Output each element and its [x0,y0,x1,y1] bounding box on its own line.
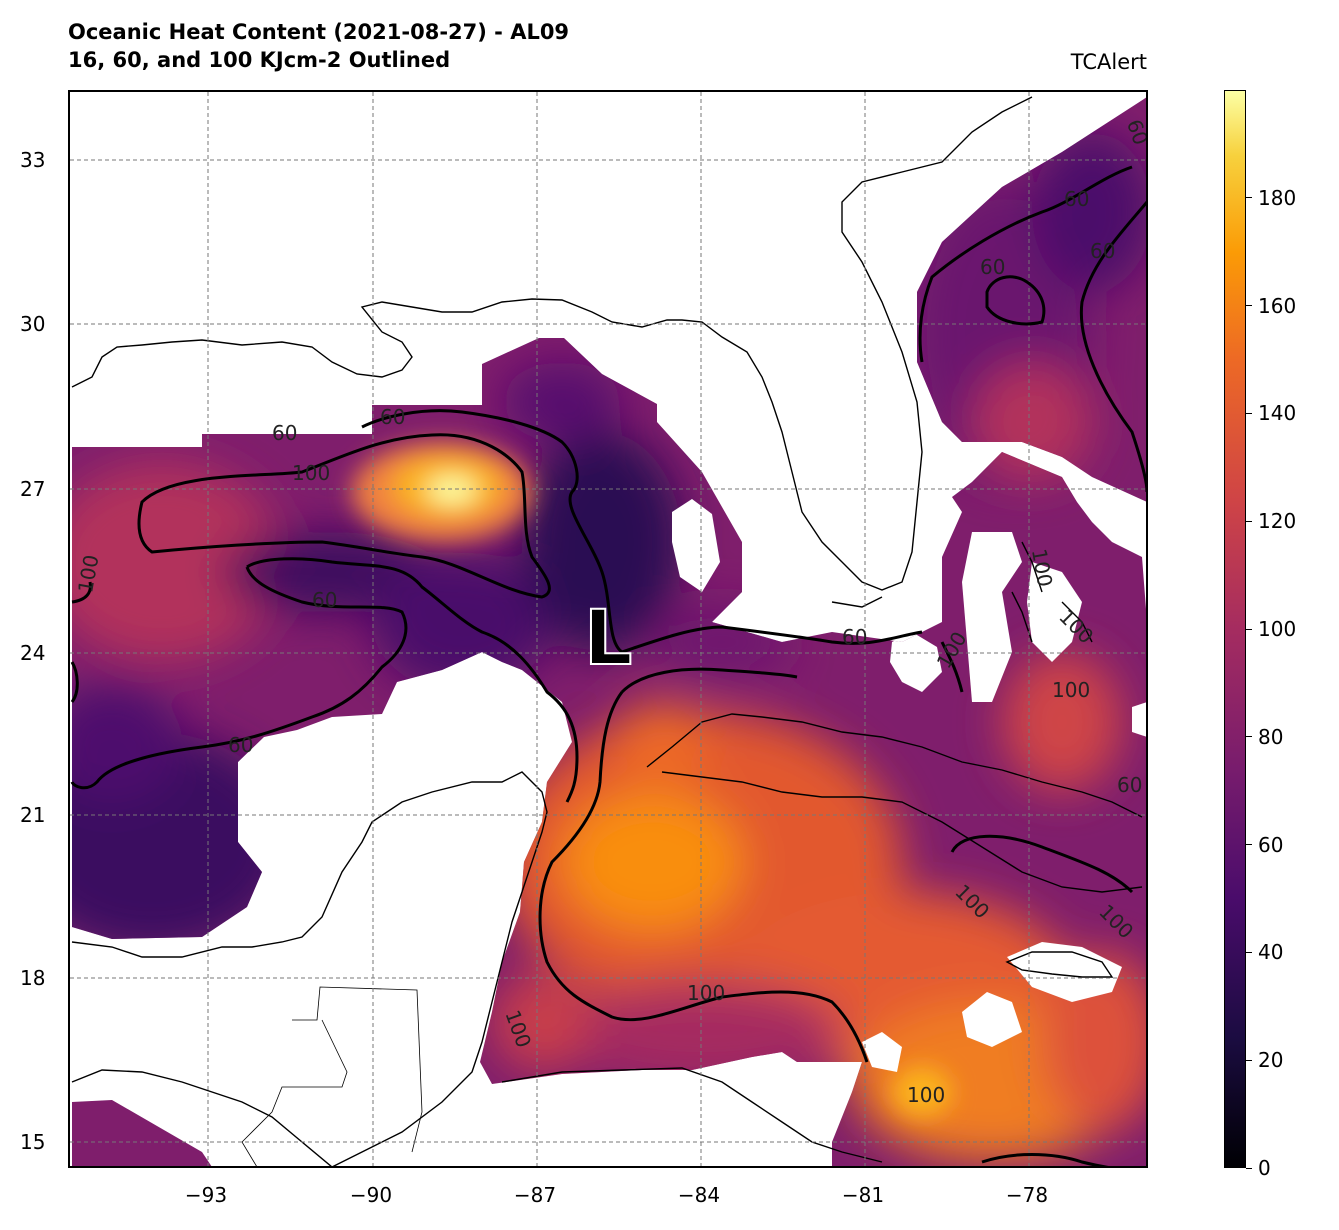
florida-keys [831,596,883,608]
colorbar-tick-label: 0 [1258,1156,1271,1180]
y-tick-2: 30 [20,312,46,336]
coastlines [71,96,1143,1166]
contour-60-ne [918,165,1133,363]
clabel-20: 100 [907,1083,945,1107]
y-tick-5: 21 [20,803,46,827]
colorbar-tick-mark [1246,1059,1252,1061]
colorbar-tick-label: 40 [1258,940,1284,965]
storm-low-label: L [584,593,632,682]
colorbar-tick-mark [1246,520,1252,522]
clabel-15: 100 [1052,678,1090,702]
colorbar-tick-label: 80 [1258,724,1284,749]
jamaica [1005,951,1114,978]
contour-60-inner [70,566,408,790]
colorbar-tick-label: 180 [1258,185,1297,210]
colorbar-tick-label: 60 [1258,832,1284,857]
colorbar-tick-mark [1246,628,1252,630]
colorbar-tick-label: 100 [1258,617,1297,641]
clabel-3: 100 [292,461,330,485]
contour-100-east [950,834,1134,894]
clabel-7: 60 [980,255,1005,279]
y-tick-7: 15 [20,1130,46,1154]
colorbar-tick-mark [1246,412,1252,414]
source-label: TCAlert [1070,50,1147,74]
title-line-2: 16, 60, and 100 KJcm-2 Outlined [68,48,451,72]
x-tick-4: −84 [677,1183,721,1207]
colorbar-tick-label: 160 [1258,293,1297,318]
mexico-coast [71,771,548,1166]
central-america [71,1069,332,1166]
colorbar-tick-label: 20 [1258,1048,1284,1073]
colorbar-tick-label: 140 [1258,401,1297,426]
colorbar-tick-mark [1246,844,1252,846]
colorbar-tick-mark [1246,197,1252,199]
x-tick-1: −93 [184,1183,228,1207]
clabel-2: 60 [380,405,405,429]
gridlines [70,92,1146,1166]
y-tick-6: 18 [20,966,46,990]
colorbar-tick-label: 120 [1258,509,1297,534]
clabel-9: 60 [1090,239,1115,263]
colorbar [1224,90,1246,1168]
contour-100-bahamas [940,641,964,693]
title-line-1: Oceanic Heat Content (2021-08-27) - AL09 [68,20,570,44]
colorbar-tick-mark [1246,736,1252,738]
contour-100-loop-north [137,433,551,599]
clabel-18: 100 [687,981,725,1005]
x-tick-6: −78 [1005,1183,1049,1207]
contour-60-west [246,557,579,803]
x-tick-2: −90 [349,1183,393,1207]
clabel-4: 60 [312,588,337,612]
clabel-5: 60 [228,733,253,757]
y-tick-1: 33 [20,148,46,172]
clabel-1: 60 [272,421,297,445]
x-tick-5: −81 [841,1183,885,1207]
cuba [646,713,1143,893]
contour-60-east [1079,201,1146,493]
contour-60-ne-ring [985,275,1046,326]
clabel-21: 60 [1117,773,1142,797]
storm-low-marker: L [583,592,633,683]
contour-60-north [361,409,923,654]
heat-map-svg: 60 60 100 60 60 60 60 60 60 60 100 100 1… [70,92,1146,1166]
contour-100-south [981,1153,1109,1166]
colorbar-tick-mark [1246,1167,1252,1169]
colorbar-tick-mark [1246,305,1252,307]
contour-100-caribbean [538,667,869,1063]
y-tick-3: 27 [20,477,46,501]
colorbar-tick-mark [1246,951,1252,953]
us-gulf-coast [71,96,1033,591]
borders [241,986,423,1166]
contours [70,165,1146,1166]
clabel-8: 60 [1064,187,1089,211]
honduras-coast [501,1067,883,1163]
y-tick-4: 24 [20,641,46,665]
x-tick-3: −87 [513,1183,557,1207]
clabel-6: 60 [842,625,867,649]
map-panel: 60 60 100 60 60 60 60 60 60 60 100 100 1… [68,90,1148,1168]
contour-left-edge [70,581,92,703]
chart-title: Oceanic Heat Content (2021-08-27) - AL09… [68,18,569,74]
